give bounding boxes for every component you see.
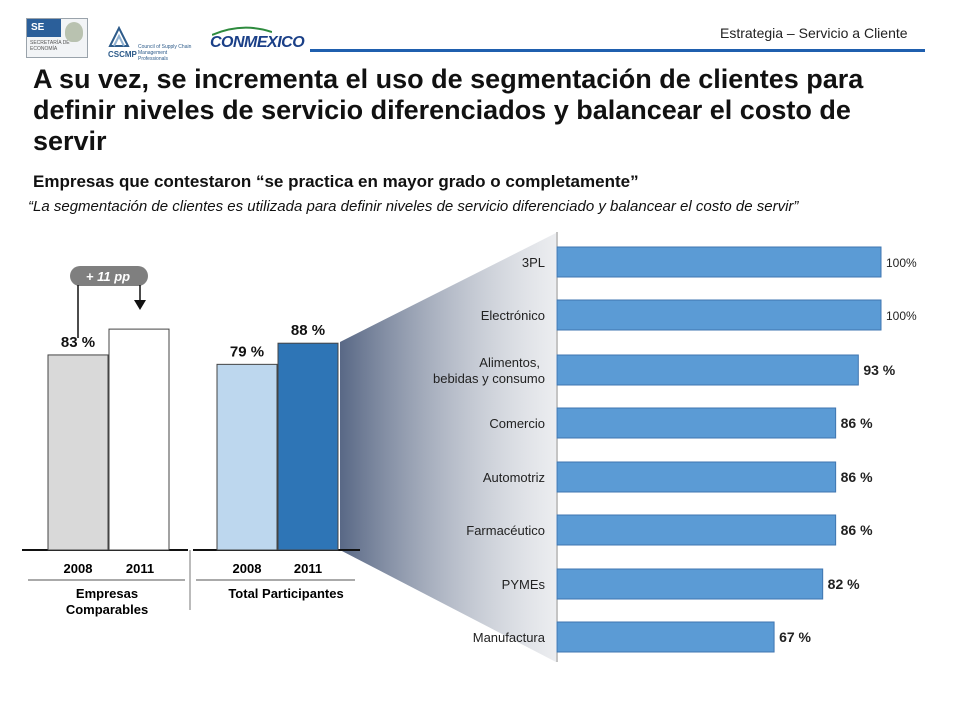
section-label: Estrategia – Servicio a Cliente <box>720 25 908 41</box>
hbar-value-label-4: 86 % <box>841 469 873 485</box>
change-badge-label: + 11 pp <box>86 269 130 284</box>
hbar-value-label-3: 86 % <box>841 415 873 431</box>
zoom-connector <box>340 233 556 662</box>
category-label-1: Electrónico <box>481 308 545 323</box>
cscmp-abbr: CSCMP <box>108 50 137 59</box>
category-label-2: Alimentos, bebidas y consumo <box>433 355 545 386</box>
x-tick-total-2008: 2008 <box>233 561 262 576</box>
page-title: A su vez, se incrementa el uso de segmen… <box>33 64 864 156</box>
header-divider <box>310 49 925 52</box>
value-label-total-2011: 88 % <box>291 322 325 339</box>
category-label-0: 3PL <box>522 255 545 270</box>
arrow-head-icon <box>134 300 146 310</box>
x-tick-total-2011: 2011 <box>294 561 322 576</box>
cscmp-mark-icon <box>108 26 130 47</box>
se-logo: SE SECRETARÍA DE ECONOMÍA <box>26 18 88 58</box>
hbar-7 <box>556 621 775 653</box>
value-label-comparables-2008: 83 % <box>61 334 95 351</box>
horizontal-bar-chart: 3PL 100% Electrónico 100% Alimentos, bebidas … <box>433 232 917 662</box>
hbar-6 <box>556 568 824 600</box>
hbar-4 <box>556 461 837 493</box>
hbar-1 <box>556 299 882 331</box>
value-label-total-2008: 79 % <box>230 343 264 360</box>
bar-total-2008 <box>216 363 278 551</box>
hbar-value-label-5: 86 % <box>841 522 873 538</box>
bar-comparables-2008 <box>47 354 109 551</box>
hbar-value-label-7: 67 % <box>779 629 811 645</box>
category-label-4: Automotriz <box>483 470 545 485</box>
x-tick-comparables-2011: 2011 <box>126 561 154 576</box>
hbar-value-label-6: 82 % <box>828 576 860 592</box>
category-label-6: PYMEs <box>502 577 546 592</box>
conmexico-swoosh-icon <box>212 26 272 36</box>
cscmp-text: Council of Supply Chain Management Profe… <box>138 44 192 62</box>
vertical-bar-chart: 83 % 79 % 88 % 2008 2011 2008 2011 Empre… <box>22 266 360 617</box>
group-label-comparables: Empresas Comparables <box>66 586 148 617</box>
category-label-5: Farmacéutico <box>466 523 545 538</box>
hbar-value-label-0: 100% <box>886 256 917 270</box>
conmexico-logo: CONMEXICO <box>210 26 305 52</box>
hbar-3 <box>556 407 837 439</box>
hbar-5 <box>556 514 837 546</box>
hbar-value-label-1: 100% <box>886 309 917 323</box>
hbar-2 <box>556 354 859 386</box>
category-label-3: Comercio <box>489 416 545 431</box>
bar-comparables-2011 <box>108 328 170 551</box>
group-label-total: Total Participantes <box>228 586 343 601</box>
hbar-value-label-2: 93 % <box>863 362 895 378</box>
bar-total-2011 <box>277 342 339 551</box>
crest-icon <box>65 22 83 42</box>
se-logo-abbr: SE <box>27 19 61 37</box>
x-tick-comparables-2008: 2008 <box>64 561 93 576</box>
quote-text: “La segmentación de clientes es utilizad… <box>28 198 799 215</box>
page-subtitle: Empresas que contestaron “se practica en… <box>33 172 639 191</box>
category-label-7: Manufactura <box>473 630 546 645</box>
se-logo-text: SECRETARÍA DE ECONOMÍA <box>30 40 70 52</box>
conmexico-text: CONMEXICO <box>210 34 305 51</box>
change-badge <box>70 266 148 286</box>
hbar-0 <box>556 246 882 278</box>
